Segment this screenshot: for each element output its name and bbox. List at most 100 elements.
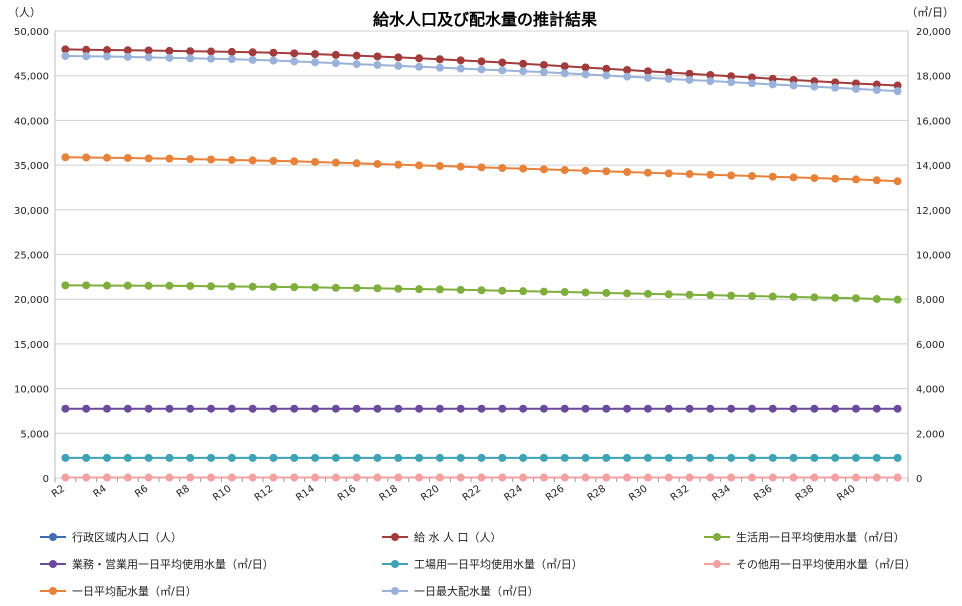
data-point	[123, 473, 132, 482]
series-group	[61, 404, 902, 413]
data-point	[311, 283, 320, 292]
legend-swatch-marker	[49, 533, 57, 541]
data-point	[789, 404, 798, 413]
data-point	[352, 51, 361, 60]
data-point	[61, 281, 70, 290]
data-point	[186, 473, 195, 482]
data-point	[851, 294, 860, 303]
data-point	[290, 473, 299, 482]
data-point	[706, 170, 715, 179]
data-point	[789, 75, 798, 84]
left-axis-tick-label: 15,000	[14, 340, 49, 351]
data-point	[539, 68, 548, 77]
data-point	[269, 473, 278, 482]
data-point	[643, 168, 652, 177]
data-point	[747, 73, 756, 82]
right-axis-tick-label: 6,000	[916, 340, 945, 351]
data-point	[768, 172, 777, 181]
data-point	[810, 77, 819, 86]
data-point	[373, 453, 382, 462]
data-point	[851, 84, 860, 93]
series-group	[61, 45, 902, 90]
data-point	[248, 473, 257, 482]
data-point	[581, 63, 590, 72]
data-point	[269, 48, 278, 57]
data-point	[311, 50, 320, 59]
data-point	[186, 47, 195, 56]
data-point	[581, 70, 590, 79]
data-point	[872, 453, 881, 462]
series-layer	[61, 45, 902, 482]
data-point	[352, 404, 361, 413]
data-point	[435, 285, 444, 294]
data-point	[498, 66, 507, 75]
data-point	[539, 453, 548, 462]
series-group	[61, 153, 902, 186]
data-point	[456, 285, 465, 294]
data-point	[331, 283, 340, 292]
data-point	[498, 164, 507, 173]
left-axis-tick-label: 0	[43, 474, 49, 485]
data-point	[207, 473, 216, 482]
data-point	[373, 284, 382, 293]
data-point	[519, 287, 528, 296]
data-point	[82, 45, 91, 54]
data-point	[82, 453, 91, 462]
data-point	[747, 79, 756, 88]
data-point	[290, 49, 299, 58]
data-point	[290, 453, 299, 462]
data-point	[727, 171, 736, 180]
data-point	[331, 453, 340, 462]
data-point	[519, 164, 528, 173]
data-point	[352, 60, 361, 69]
data-point	[664, 404, 673, 413]
left-axis-tick-label: 35,000	[14, 161, 49, 172]
right-axis-tick-label: 10,000	[916, 251, 951, 262]
data-point	[602, 64, 611, 73]
series-group	[61, 453, 902, 462]
left-axis-tick-label: 50,000	[14, 27, 49, 38]
data-point	[685, 290, 694, 299]
data-point	[893, 473, 902, 482]
data-point	[290, 404, 299, 413]
data-point	[186, 453, 195, 462]
data-point	[519, 453, 528, 462]
data-point	[560, 166, 569, 175]
data-point	[269, 56, 278, 65]
data-point	[893, 404, 902, 413]
data-point	[227, 453, 236, 462]
data-point	[227, 282, 236, 291]
legend-item: 行政区域内人口（人）	[40, 530, 182, 544]
data-point	[394, 284, 403, 293]
data-point	[103, 52, 112, 61]
data-point	[207, 453, 216, 462]
data-point	[415, 54, 424, 63]
data-point	[685, 69, 694, 78]
data-point	[747, 172, 756, 181]
data-point	[144, 154, 153, 163]
data-point	[415, 62, 424, 71]
data-point	[269, 453, 278, 462]
legend-item: 給 水 人 口（人）	[382, 530, 502, 544]
data-point	[872, 294, 881, 303]
data-point	[61, 453, 70, 462]
data-point	[144, 53, 153, 62]
data-point	[851, 175, 860, 184]
data-point	[706, 404, 715, 413]
data-point	[810, 404, 819, 413]
series-group	[61, 473, 902, 482]
data-point	[290, 157, 299, 166]
data-point	[768, 453, 777, 462]
right-axis-tick-label: 20,000	[916, 27, 951, 38]
data-point	[539, 60, 548, 69]
data-point	[394, 453, 403, 462]
data-point	[331, 473, 340, 482]
data-point	[394, 61, 403, 70]
right-axis-tick-label: 18,000	[916, 72, 951, 83]
data-point	[831, 404, 840, 413]
data-point	[186, 54, 195, 63]
x-axis-tick-label: R34	[710, 483, 732, 503]
data-point	[747, 292, 756, 301]
legend-swatch-marker	[49, 587, 57, 595]
legend-label: その他用一日平均使用水量（㎥/日）	[736, 558, 916, 571]
